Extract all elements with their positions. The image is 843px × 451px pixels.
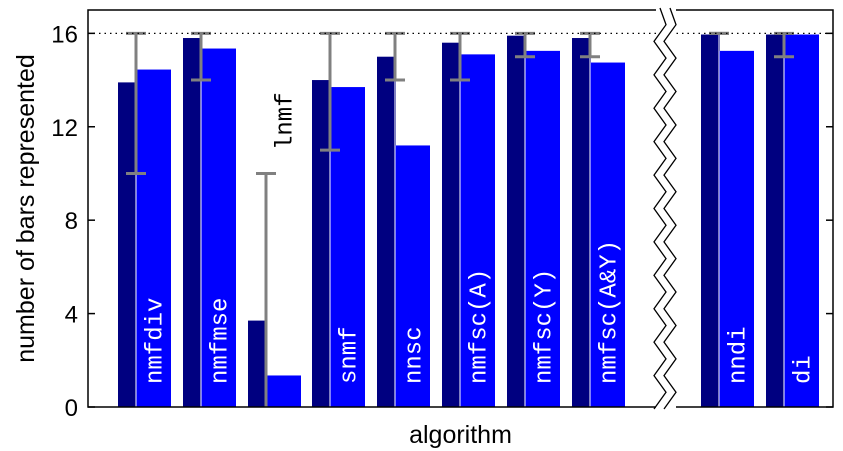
bar-dark-2 bbox=[248, 320, 267, 407]
bar-dark-7 bbox=[572, 38, 591, 407]
category-label-nmfmse: nmfmse bbox=[208, 298, 235, 384]
axis-break bbox=[653, 7, 677, 410]
y-tick-label: 8 bbox=[65, 208, 78, 235]
y-axis-ticks: 0 4 8 12 16 bbox=[51, 21, 833, 422]
category-label-snmf: snmf bbox=[337, 326, 364, 384]
axis-break-band bbox=[656, 8, 676, 409]
y-tick-label: 16 bbox=[51, 21, 78, 48]
bar-dark-8 bbox=[701, 34, 720, 407]
category-label-nmfdiv: nmfdiv bbox=[143, 298, 170, 384]
category-label-lnmf: lnmf bbox=[273, 92, 300, 150]
bar-light-0 bbox=[136, 69, 171, 408]
bar-light-5 bbox=[460, 54, 495, 408]
y-tick-label: 12 bbox=[51, 115, 78, 142]
y-axis-title: number of bars represented bbox=[12, 54, 40, 363]
y-tick-label: 4 bbox=[65, 302, 78, 329]
bar-light-2 bbox=[266, 375, 301, 407]
axis-break-line-left bbox=[653, 7, 667, 410]
category-label-di: di bbox=[791, 355, 818, 384]
bar-light-1 bbox=[201, 48, 236, 408]
bar-dark-9 bbox=[766, 34, 785, 407]
bar-light-4 bbox=[395, 145, 430, 407]
x-axis-title: algorithm bbox=[409, 421, 512, 449]
category-label-nmfsc(A): nmfsc(A) bbox=[467, 269, 494, 384]
bar-dark-3 bbox=[312, 80, 331, 407]
bar-light-7 bbox=[590, 62, 625, 407]
bar-light-6 bbox=[525, 50, 560, 407]
bar-dark-1 bbox=[183, 38, 202, 407]
bar-light-8 bbox=[719, 50, 754, 407]
bar-light-9 bbox=[784, 34, 819, 407]
category-label-nmfsc(Y): nmfsc(Y) bbox=[532, 269, 559, 384]
axis-break-line-right bbox=[663, 7, 677, 410]
bar-labels-layer: nmfdiv nmfmse lnmf snmf nnsc nmfsc(A) nmfsc(Y)… bbox=[143, 92, 818, 384]
bar-dark-0 bbox=[118, 82, 137, 408]
y-tick-label: 0 bbox=[65, 395, 78, 422]
bar-dark-4 bbox=[377, 56, 396, 408]
category-label-nndi: nndi bbox=[726, 326, 753, 384]
plot-frame bbox=[87, 9, 834, 408]
bar-dark-6 bbox=[507, 35, 526, 408]
bars-layer bbox=[118, 34, 819, 408]
bar-dark-5 bbox=[442, 42, 461, 407]
category-label-nnsc: nnsc bbox=[402, 326, 429, 384]
bar-light-3 bbox=[330, 87, 365, 408]
category-label-nmfsc(A&Y): nmfsc(A&Y) bbox=[597, 240, 624, 384]
error-bars-layer bbox=[126, 31, 794, 407]
